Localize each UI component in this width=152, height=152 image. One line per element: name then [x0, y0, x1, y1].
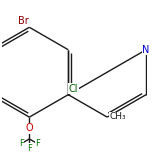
Text: N: N	[142, 45, 150, 55]
Text: F: F	[19, 139, 24, 148]
Text: Br: Br	[18, 16, 29, 26]
Text: CH₃: CH₃	[110, 112, 126, 121]
Text: F: F	[27, 144, 32, 152]
Text: O: O	[26, 123, 33, 133]
Text: Cl: Cl	[69, 84, 78, 94]
Text: F: F	[35, 139, 40, 148]
